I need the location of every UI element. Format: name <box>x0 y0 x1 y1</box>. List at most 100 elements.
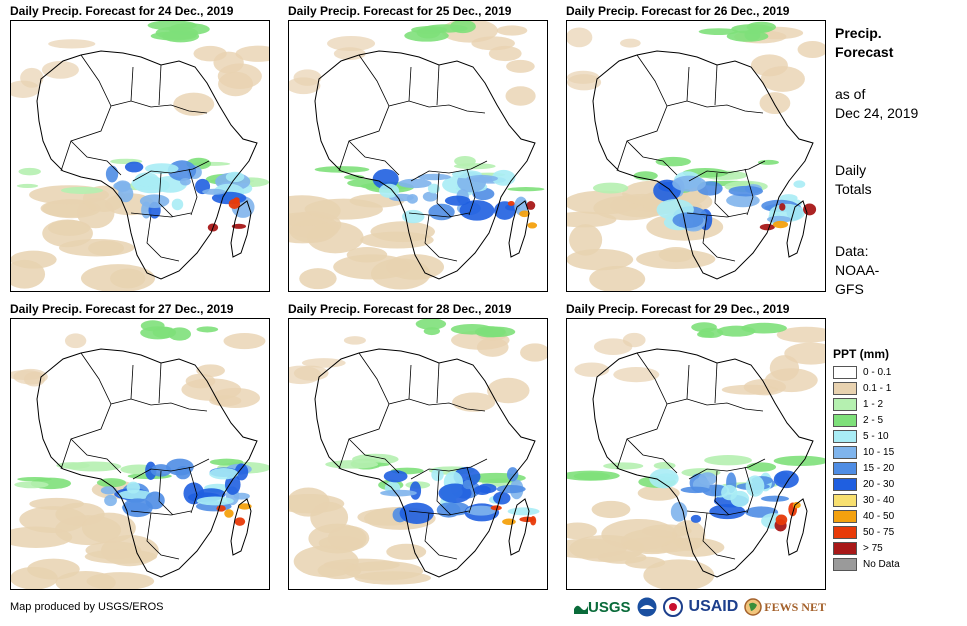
precip-area <box>343 561 424 581</box>
precip-area <box>721 484 738 501</box>
precip-area <box>427 183 440 194</box>
precip-area <box>490 505 502 511</box>
precip-area <box>527 222 538 229</box>
precip-area <box>574 362 610 377</box>
legend-swatch <box>833 429 857 443</box>
country-border <box>80 54 112 107</box>
precip-area <box>506 59 535 73</box>
africa-coastline <box>36 348 258 578</box>
precip-area <box>633 171 658 181</box>
asof-date: Dec 24, 2019 <box>835 105 919 121</box>
precip-area <box>179 177 191 186</box>
precip-area <box>567 538 627 559</box>
legend-label: 15 - 20 <box>863 462 895 474</box>
heading-line: Precip. <box>835 25 882 41</box>
precip-area <box>165 458 194 476</box>
precip-area <box>601 518 677 551</box>
legend-label: 1 - 2 <box>863 398 884 410</box>
precip-area <box>41 60 79 79</box>
usgs-logo: USGS <box>574 599 631 616</box>
precip-area <box>18 167 41 176</box>
legend-swatch <box>833 365 857 379</box>
precip-area <box>680 486 710 494</box>
precip-area <box>11 526 73 548</box>
precip-area <box>333 47 366 61</box>
precip-area <box>379 183 400 198</box>
legend-item: 1 - 2 <box>833 396 943 412</box>
totals-line: Daily <box>835 162 867 178</box>
precip-area <box>797 41 825 59</box>
precip-area <box>655 156 691 167</box>
precip-map <box>566 20 826 292</box>
country-border <box>466 168 476 216</box>
precip-area <box>100 486 117 495</box>
country-border <box>714 172 730 218</box>
precip-area <box>386 543 427 560</box>
country-border <box>686 364 690 400</box>
precip-area <box>104 494 117 507</box>
precip-area <box>569 224 603 256</box>
precip-area <box>96 478 127 488</box>
precip-area <box>496 25 528 36</box>
precip-area <box>760 66 805 92</box>
precip-area <box>454 155 476 167</box>
panel-title: Daily Precip. Forecast for 28 Dec., 2019 <box>288 302 512 316</box>
totals-note: Daily Totals <box>835 161 872 199</box>
precip-area <box>80 264 156 291</box>
country-border <box>410 458 488 480</box>
precip-area <box>452 392 496 412</box>
forecast-panel-26: Daily Precip. Forecast for 26 Dec., 2019 <box>566 4 826 292</box>
precip-area <box>428 203 455 221</box>
panel-title: Daily Precip. Forecast for 25 Dec., 2019 <box>288 4 512 18</box>
precip-area <box>383 470 408 483</box>
legend-swatch <box>833 477 857 491</box>
precip-area <box>462 479 474 490</box>
precip-area <box>637 485 680 501</box>
country-border <box>688 160 766 182</box>
country-border <box>714 362 718 404</box>
precip-area <box>466 505 496 516</box>
forecast-panel-25: Daily Precip. Forecast for 25 Dec., 2019 <box>288 4 548 292</box>
data-line: GFS <box>835 281 864 297</box>
legend-swatch <box>833 541 857 555</box>
precip-area <box>592 182 629 194</box>
country-border <box>744 168 754 216</box>
precip-area <box>476 337 509 357</box>
country-border <box>410 160 488 182</box>
precip-area <box>218 71 253 97</box>
legend-swatch <box>833 397 857 411</box>
precip-area <box>466 174 498 183</box>
noaa-seal-icon <box>637 597 657 617</box>
madagascar-outline <box>230 498 252 556</box>
precip-area <box>402 209 425 224</box>
legend-label: > 75 <box>863 542 883 554</box>
precip-area <box>289 77 321 95</box>
precip-area <box>398 178 432 189</box>
precip-area <box>118 490 153 500</box>
precip-area <box>293 365 329 381</box>
precip-area <box>769 355 800 381</box>
precip-area <box>704 455 752 466</box>
legend-swatch <box>833 445 857 459</box>
precip-area <box>656 473 678 482</box>
country-border <box>358 54 390 107</box>
precip-area <box>507 187 545 192</box>
country-border <box>436 470 452 516</box>
precip-area <box>196 326 219 333</box>
precip-area <box>233 492 250 500</box>
country-border <box>130 66 134 102</box>
precip-area <box>530 515 537 526</box>
precip-area <box>48 39 96 49</box>
data-line: NOAA- <box>835 262 880 278</box>
country-border <box>714 64 718 106</box>
precip-area <box>399 502 434 524</box>
country-border <box>744 466 754 514</box>
country-border <box>338 100 430 172</box>
africa-coastline <box>592 348 814 578</box>
forecast-panel-29: Daily Precip. Forecast for 29 Dec., 2019 <box>566 302 826 590</box>
precip-area <box>209 458 244 466</box>
precip-area <box>173 92 215 116</box>
panel-title: Daily Precip. Forecast for 27 Dec., 2019 <box>10 302 234 316</box>
precip-area <box>168 23 210 36</box>
precip-area <box>567 74 602 91</box>
